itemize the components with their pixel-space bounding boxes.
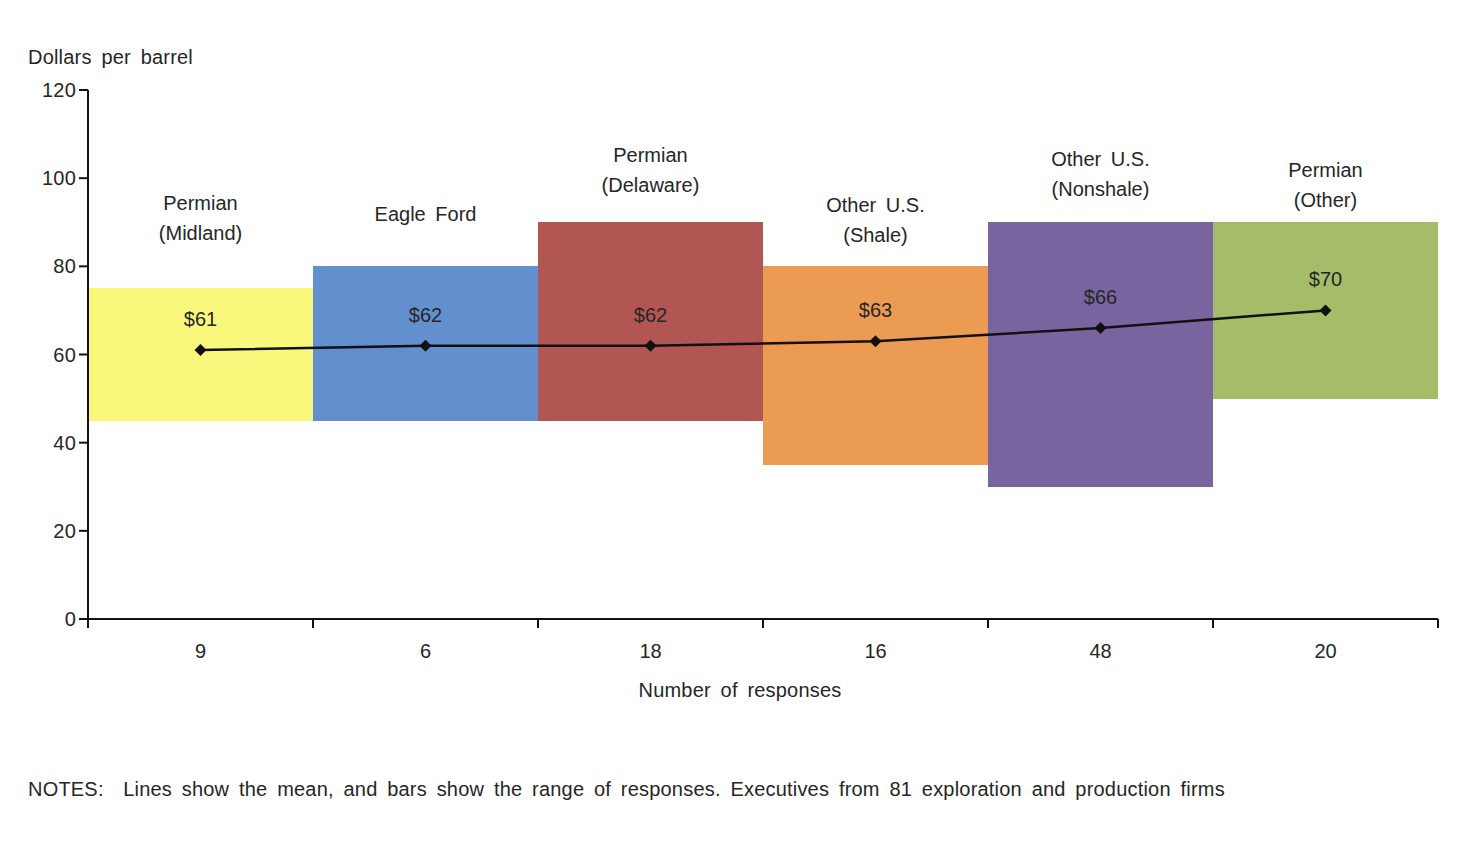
- y-tick-label: 0: [18, 604, 76, 634]
- range-bar-eagle-ford: [313, 266, 538, 420]
- region-label-line: Permian: [1214, 155, 1438, 185]
- responses-count-permian-other: 20: [1266, 636, 1386, 666]
- mean-value-label-other-us-nonshale: $66: [1041, 282, 1161, 312]
- chart-notes: NOTES: Lines show the mean, and bars sho…: [28, 714, 1225, 852]
- responses-count-permian-midland: 9: [141, 636, 261, 666]
- y-tick-label: 100: [18, 163, 76, 193]
- mean-value-label-permian-midland: $61: [141, 304, 261, 334]
- region-label-line: Permian: [89, 188, 313, 218]
- region-label-line: Other U.S.: [989, 144, 1213, 174]
- mean-value-label-permian-delaware: $62: [591, 300, 711, 330]
- region-label-line: Other U.S.: [764, 190, 988, 220]
- range-bar-permian-other: [1213, 222, 1438, 398]
- y-tick-label: 40: [18, 428, 76, 458]
- range-bar-other-us-nonshale: [988, 222, 1213, 487]
- region-label-permian-other: Permian(Other): [1214, 155, 1438, 215]
- responses-count-other-us-shale: 16: [816, 636, 936, 666]
- x-axis-title: Number of responses: [580, 675, 900, 705]
- region-label-permian-delaware: Permian(Delaware): [539, 140, 763, 200]
- responses-count-other-us-nonshale: 48: [1041, 636, 1161, 666]
- y-tick-label: 20: [18, 516, 76, 546]
- region-label-line: (Other): [1214, 185, 1438, 215]
- region-label-line: (Shale): [764, 220, 988, 250]
- region-label-other-us-shale: Other U.S.(Shale): [764, 190, 988, 250]
- notes-line-1: NOTES: Lines show the mean, and bars sho…: [28, 774, 1225, 805]
- mean-value-label-eagle-ford: $62: [366, 300, 486, 330]
- y-tick-label: 60: [18, 340, 76, 370]
- mean-value-label-permian-other: $70: [1266, 264, 1386, 294]
- region-label-permian-midland: Permian(Midland): [89, 188, 313, 248]
- responses-count-permian-delaware: 18: [591, 636, 711, 666]
- region-label-line: Eagle Ford: [314, 199, 538, 229]
- mean-value-label-other-us-shale: $63: [816, 295, 936, 325]
- responses-count-eagle-ford: 6: [366, 636, 486, 666]
- region-label-eagle-ford: Eagle Ford: [314, 199, 538, 229]
- y-tick-label: 120: [18, 75, 76, 105]
- region-label-other-us-nonshale: Other U.S.(Nonshale): [989, 144, 1213, 204]
- y-tick-label: 80: [18, 251, 76, 281]
- region-label-line: Permian: [539, 140, 763, 170]
- chart-canvas: Dollars per barrel 020406080100120Permia…: [0, 0, 1482, 852]
- region-label-line: (Delaware): [539, 170, 763, 200]
- region-label-line: (Midland): [89, 218, 313, 248]
- region-label-line: (Nonshale): [989, 174, 1213, 204]
